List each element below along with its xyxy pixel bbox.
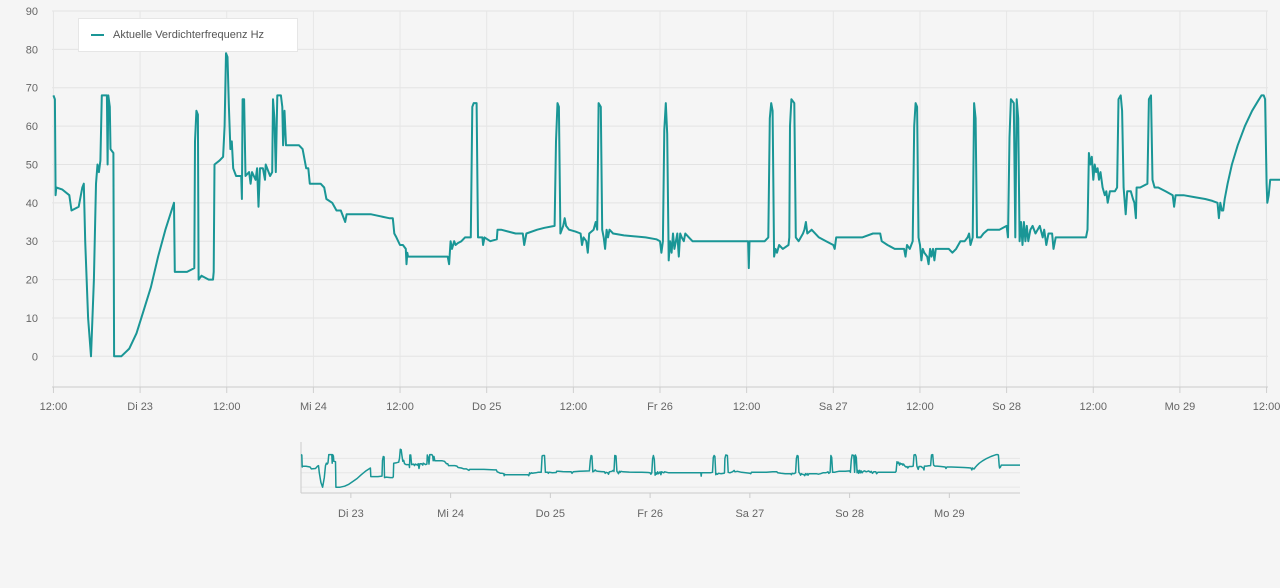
x-tick-label: Mi 24 [300,401,327,413]
navigator-tick-label: Mi 24 [437,508,464,520]
navigator-tick-label: Di 23 [338,508,364,520]
y-tick-label: 60 [26,121,38,133]
x-tick-label: Do 25 [472,401,501,413]
y-tick-label: 30 [26,236,38,248]
x-tick-label: Fr 26 [647,401,673,413]
x-tick-label: 12:00 [1079,401,1107,413]
x-tick-label: 12:00 [906,401,934,413]
legend-swatch [91,34,104,36]
y-tick-label: 20 [26,275,38,287]
x-tick-label: 12:00 [1253,401,1280,413]
navigator-tick-label: Fr 26 [637,508,663,520]
y-tick-label: 70 [26,83,38,95]
navigator-tick-label: Sa 27 [735,508,764,520]
navigator-tick-label: So 28 [835,508,864,520]
y-tick-label: 50 [26,159,38,171]
navigator-tick-label: Do 25 [536,508,565,520]
navigator: Di 23 Mi 24 Do 25 Fr 26 Sa 27 So 28 Mo 29 [300,442,1020,520]
y-tick-label: 10 [26,313,38,325]
y-tick-label: 80 [26,44,38,56]
chart-legend[interactable]: Aktuelle Verdichterfrequenz Hz [78,18,298,52]
x-tick-label: So 28 [992,401,1021,413]
navigator-tick-label: Mo 29 [934,508,965,520]
x-tick-label: Di 23 [127,401,153,413]
x-tick-label: 12:00 [213,401,241,413]
x-tick-label: 12:00 [560,401,588,413]
navigator-series-line [300,448,1020,488]
navigator-background [301,442,1020,493]
legend-label: Aktuelle Verdichterfrequenz Hz [113,29,265,41]
x-tick-label: 12:00 [386,401,414,413]
x-tick-label: 12:00 [733,401,761,413]
x-tick-label: Mo 29 [1165,401,1196,413]
series-line-verdichterfrequenz [52,52,1280,358]
y-tick-label: 90 [26,6,38,18]
y-tick-label: 40 [26,198,38,210]
x-tick-label: Sa 27 [819,401,848,413]
x-tick-label: 12:00 [40,401,68,413]
y-tick-label: 0 [32,351,38,363]
